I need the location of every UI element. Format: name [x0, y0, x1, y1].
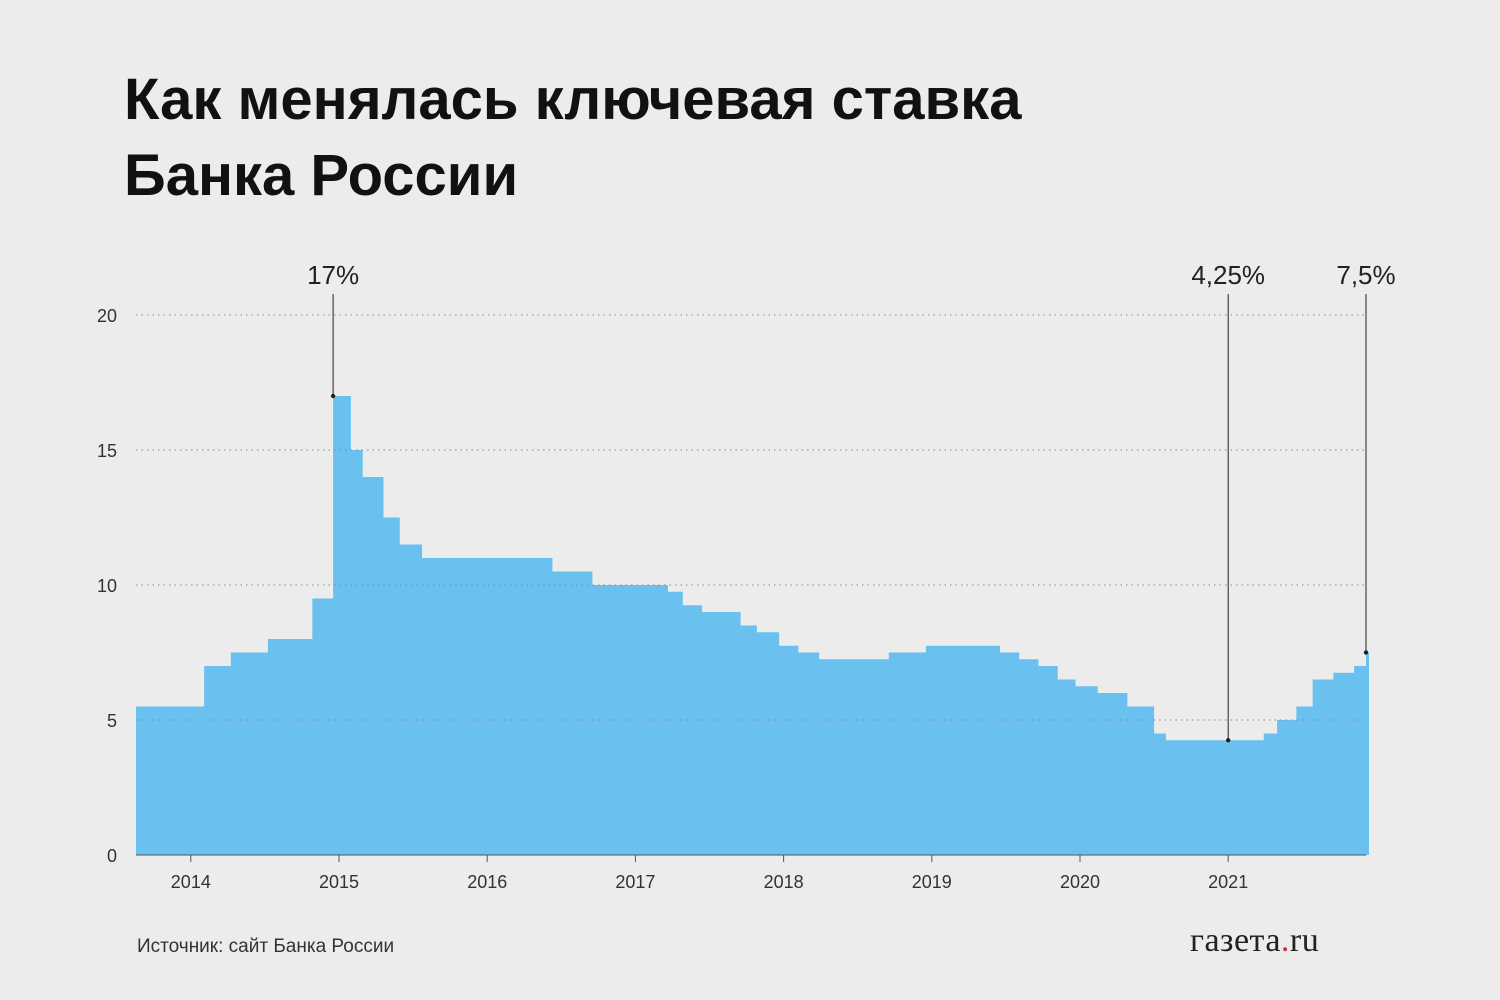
x-tick-label-2014: 2014	[171, 872, 211, 892]
y-tick-label-20: 20	[97, 306, 117, 326]
x-tick-label-2018: 2018	[764, 872, 804, 892]
annotation-label-0: 17%	[307, 260, 359, 290]
annotation-dot-2	[1363, 650, 1369, 655]
x-tick-label-2020: 2020	[1060, 872, 1100, 892]
logo-dot: .	[1280, 922, 1290, 959]
rate-area	[136, 396, 1369, 855]
annotation-dot-0	[330, 393, 336, 399]
brand-logo: газета.ru	[1190, 922, 1319, 960]
logo-text-left: газета	[1190, 922, 1281, 959]
y-tick-label-5: 5	[107, 711, 117, 731]
logo-text-right: ru	[1289, 922, 1320, 959]
y-tick-label-15: 15	[97, 441, 117, 461]
x-tick-label-2016: 2016	[467, 872, 507, 892]
y-tick-label-10: 10	[97, 576, 117, 596]
annotation-label-2: 7,5%	[1336, 260, 1395, 290]
y-tick-label-0: 0	[107, 846, 117, 866]
chart-title-line-1: Как менялась ключевая ставка	[124, 67, 1022, 132]
chart-title: Как менялась ключевая ставка Банка Росси…	[124, 62, 1021, 214]
annotation-label-1: 4,25%	[1191, 260, 1265, 290]
chart-title-line-2: Банка России	[124, 143, 519, 208]
source-note: Источник: сайт Банка России	[137, 936, 395, 957]
x-tick-label-2015: 2015	[319, 872, 359, 892]
x-tick-label-2021: 2021	[1208, 872, 1248, 892]
x-tick-label-2019: 2019	[912, 872, 952, 892]
x-tick-label-2017: 2017	[615, 872, 655, 892]
annotation-dot-1	[1225, 738, 1231, 743]
